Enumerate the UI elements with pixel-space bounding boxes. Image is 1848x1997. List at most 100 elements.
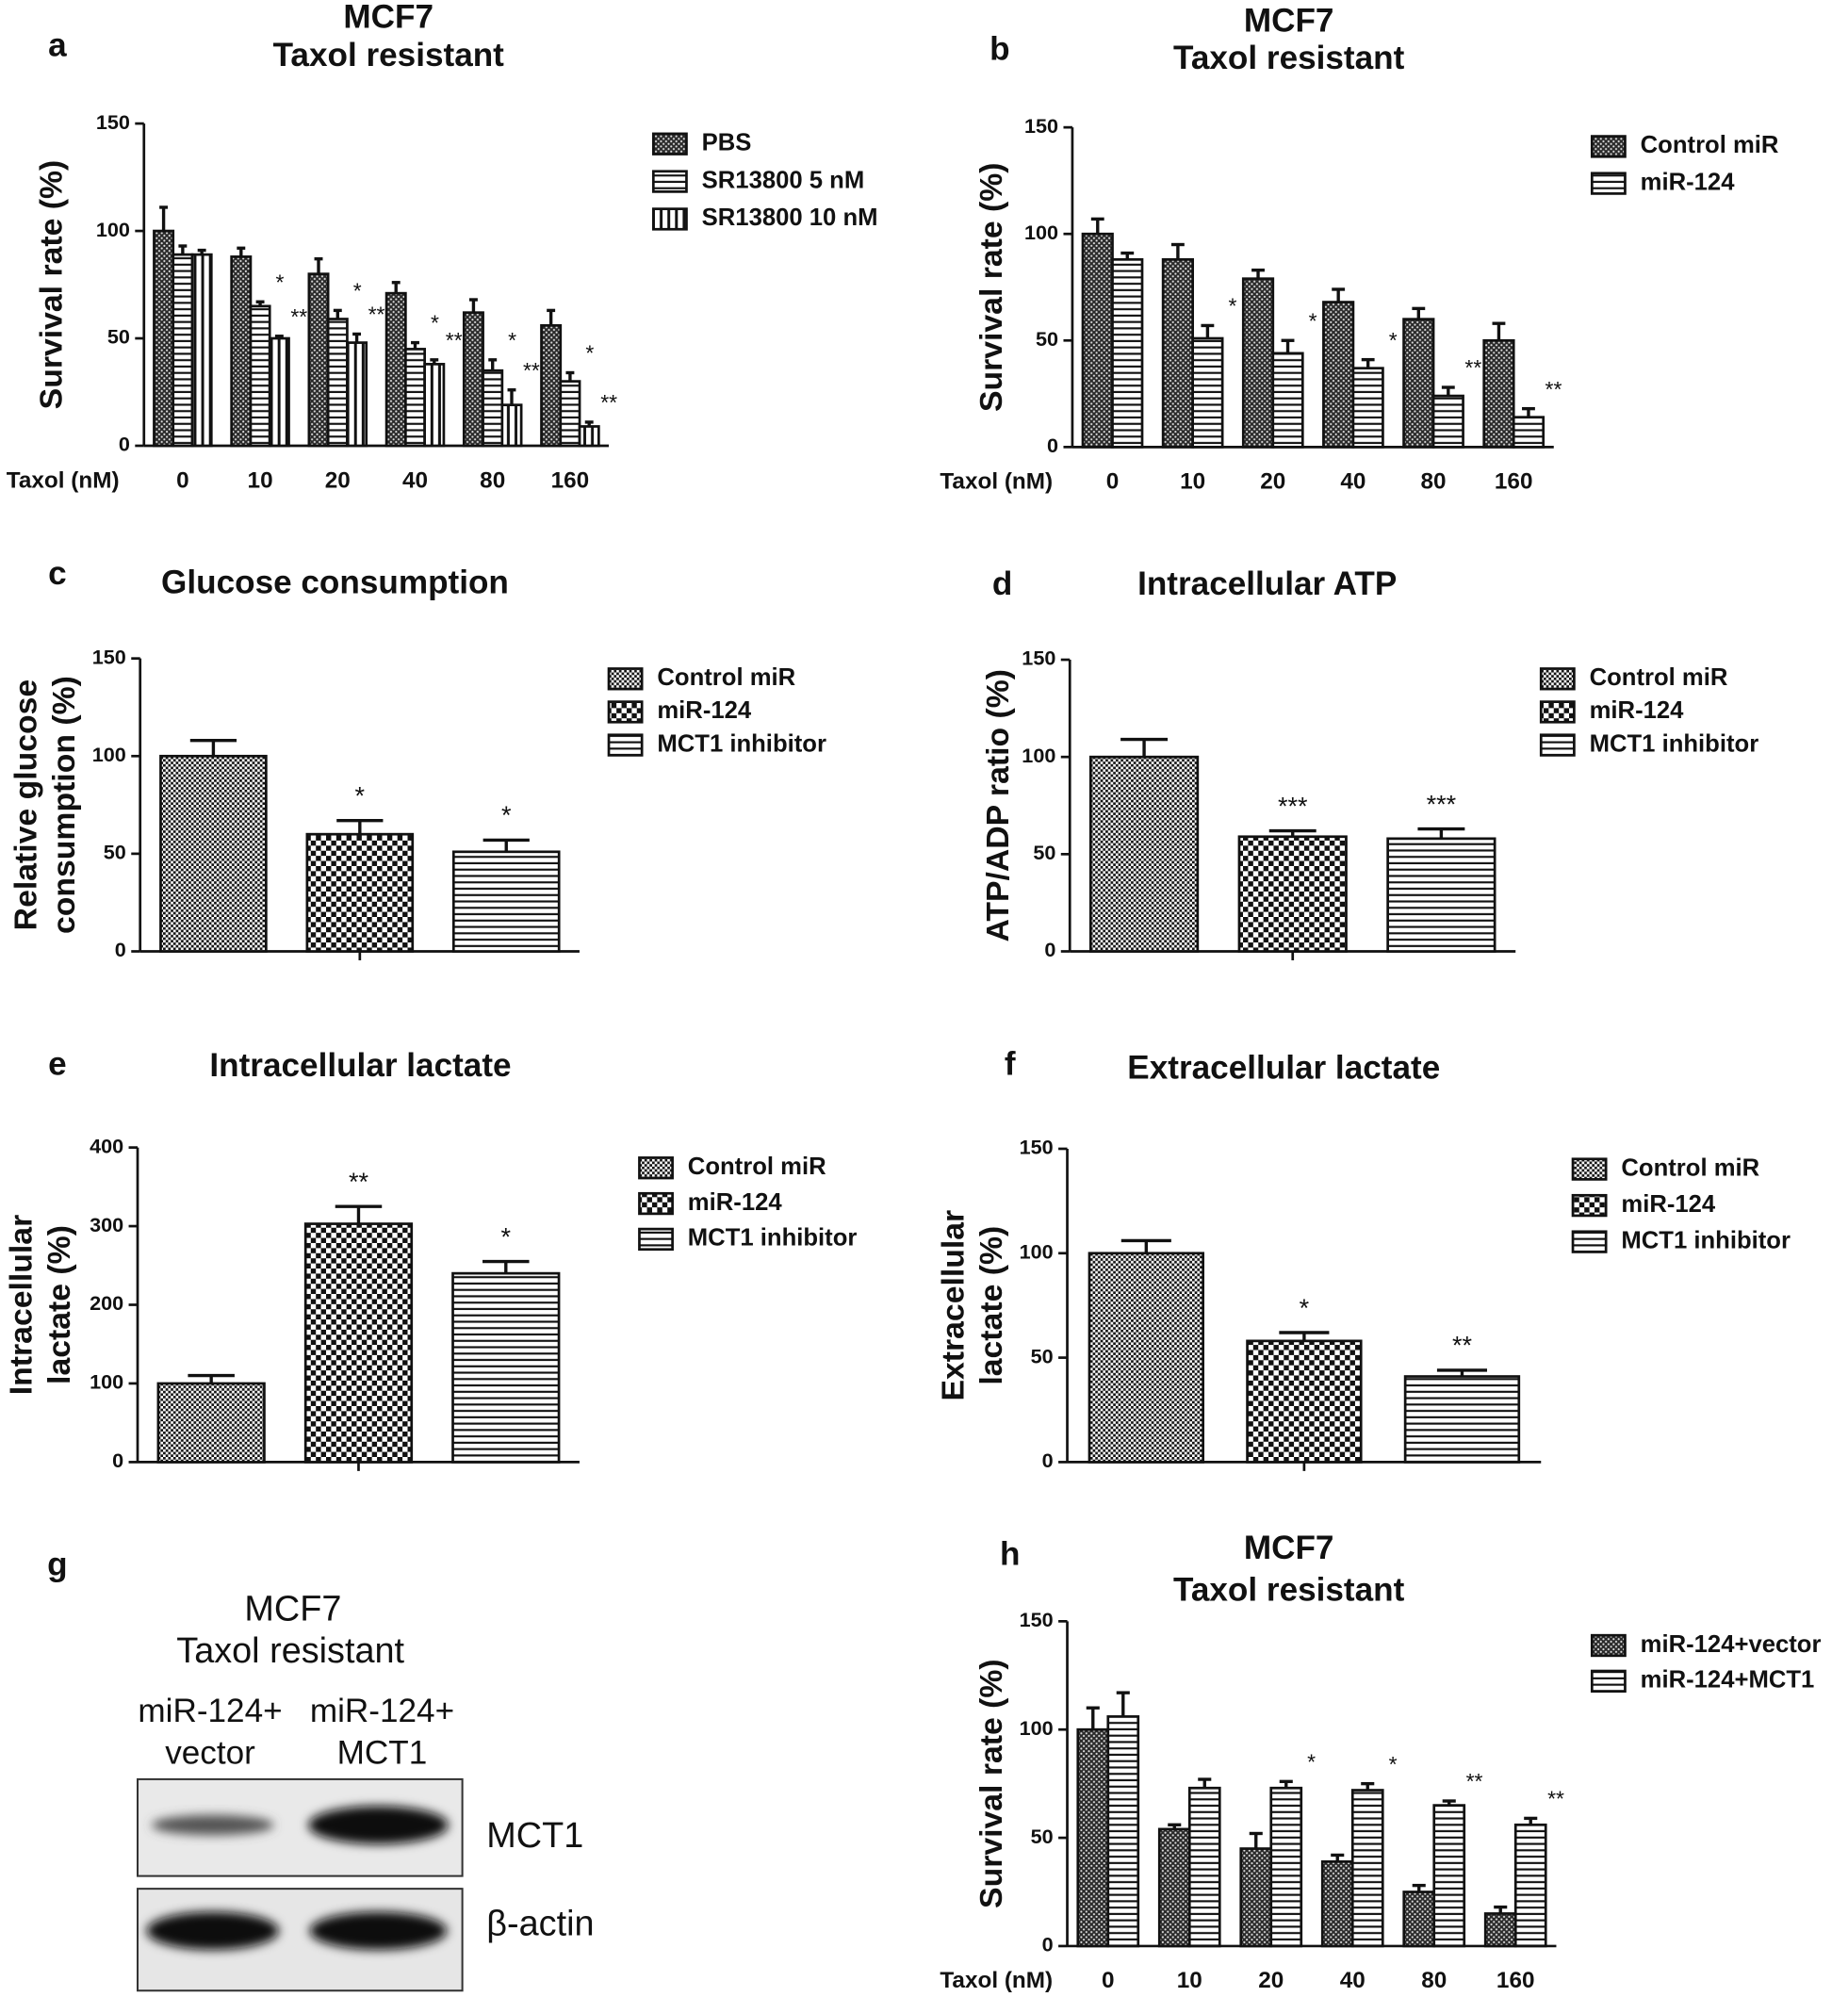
- legend-swatch: [1590, 1669, 1627, 1694]
- x-tick-label: 10: [248, 467, 273, 493]
- legend-swatch: [607, 700, 644, 724]
- significance-label: **: [1452, 1332, 1473, 1360]
- y-tick-label: 50: [107, 325, 130, 349]
- bar: [482, 368, 504, 448]
- legend-swatch: [638, 1191, 674, 1216]
- legend-swatch: [1590, 135, 1627, 158]
- y-tick-label: 150: [1020, 1136, 1054, 1159]
- x-axis-label: Taxol (nM): [940, 1968, 1053, 1993]
- lane-label: miR-124+: [310, 1693, 454, 1729]
- x-tick-label: 160: [1496, 1968, 1535, 1993]
- bar: [1088, 1252, 1204, 1464]
- legend-label: MCT1 inhibitor: [688, 1225, 858, 1252]
- x-tick-label: 10: [1177, 1968, 1202, 1993]
- legend-label: miR-124: [1621, 1191, 1716, 1218]
- panel-letter: d: [992, 565, 1012, 602]
- y-tick-label: 150: [1024, 114, 1058, 138]
- y-tick-label: 100: [92, 743, 126, 766]
- bar: [451, 1271, 561, 1464]
- x-tick-label: 40: [1340, 1968, 1366, 1993]
- legend-label: Control miR: [1641, 132, 1779, 158]
- y-tick-label: 0: [1042, 1933, 1054, 1956]
- significance-label: **: [349, 1168, 369, 1196]
- bar: [1402, 318, 1435, 449]
- bar: [1246, 1339, 1363, 1464]
- significance-label: *: [1389, 328, 1398, 352]
- y-tick-label: 150: [1020, 1608, 1054, 1631]
- chart-title: Extracellular lactate: [1127, 1049, 1440, 1086]
- legend-label: MCT1 inhibitor: [657, 730, 826, 757]
- bar: [153, 229, 175, 448]
- lane-label: MCT1: [337, 1735, 428, 1772]
- y-tick-label: 400: [90, 1134, 123, 1157]
- significance-label: **: [1466, 1769, 1483, 1793]
- x-tick-label: 0: [1106, 469, 1120, 495]
- bar: [1191, 336, 1224, 449]
- bar: [1320, 1859, 1354, 1948]
- y-tick-label: 50: [1031, 1344, 1054, 1367]
- bar: [305, 832, 415, 953]
- x-tick-label: 20: [1260, 469, 1285, 495]
- blot-title: MCF7: [244, 1590, 341, 1629]
- significance-label: **: [1464, 355, 1481, 380]
- significance-label: **: [523, 358, 540, 383]
- panel-letter: f: [1005, 1045, 1016, 1082]
- bar: [1431, 394, 1464, 449]
- x-tick-label: 40: [402, 467, 428, 493]
- chart-panel: e Intracellular lactate Intracellular lacta…: [3, 1045, 857, 1472]
- legend-swatch: [1590, 1633, 1627, 1658]
- y-axis-label: Extracellular: [936, 1210, 972, 1401]
- y-tick-label: 0: [1042, 1449, 1054, 1472]
- legend-label: miR-124: [1590, 697, 1685, 724]
- bar: [1402, 1891, 1436, 1948]
- legend-swatch: [1539, 700, 1576, 724]
- significance-label: *: [501, 1222, 512, 1251]
- y-tick-label: 200: [90, 1291, 123, 1315]
- y-tick-label: 50: [1031, 1825, 1054, 1848]
- blot-band: [309, 1911, 448, 1950]
- y-tick-label: 300: [90, 1213, 123, 1236]
- y-tick-label: 100: [1020, 1239, 1054, 1263]
- bar: [1350, 1789, 1384, 1948]
- bar: [268, 336, 290, 448]
- y-axis-label: ATP/ADP ratio (%): [980, 669, 1016, 942]
- legend-label: SR13800 5 nM: [702, 167, 865, 193]
- chart-title: MCF7: [1244, 1530, 1334, 1566]
- legend-swatch: [651, 132, 688, 156]
- legend-swatch: [651, 207, 688, 231]
- bar: [1088, 755, 1200, 953]
- y-tick-label: 0: [1044, 938, 1055, 961]
- legend-swatch: [1539, 667, 1576, 691]
- lane-label: vector: [165, 1735, 255, 1772]
- legend-label: Control miR: [1621, 1154, 1759, 1181]
- bar: [500, 403, 523, 448]
- bar: [404, 348, 426, 448]
- y-axis-label: Relative glucose: [8, 679, 44, 930]
- bar: [1403, 1375, 1521, 1464]
- legend-swatch: [1571, 1193, 1608, 1218]
- chart-panel: d Intracellular ATP ATP/ADP ratio (%) 0 50 10…: [980, 565, 1758, 961]
- blot-title: Taxol resistant: [176, 1631, 404, 1671]
- bar: [303, 1222, 414, 1464]
- y-tick-label: 0: [1047, 434, 1058, 457]
- legend-swatch: [607, 733, 644, 757]
- panel-letter: g: [47, 1547, 67, 1583]
- y-tick-label: 150: [96, 110, 130, 134]
- y-tick-label: 0: [112, 1449, 123, 1472]
- legend-label: miR-124+MCT1: [1641, 1667, 1815, 1694]
- legend-label: SR13800 10 nM: [702, 205, 878, 231]
- y-tick-label: 50: [1033, 841, 1055, 864]
- bar: [1513, 1823, 1547, 1948]
- blot-label: β-actin: [486, 1904, 594, 1943]
- bar: [307, 272, 330, 448]
- bar: [249, 304, 271, 448]
- bar: [451, 850, 561, 953]
- legend-swatch: [1571, 1157, 1608, 1181]
- y-axis-label: Survival rate (%): [973, 1659, 1009, 1908]
- bar: [159, 754, 268, 953]
- blot-panel: g MCF7 Taxol resistant miR-124+ vector m…: [47, 1547, 595, 1992]
- bar: [1187, 1786, 1221, 1948]
